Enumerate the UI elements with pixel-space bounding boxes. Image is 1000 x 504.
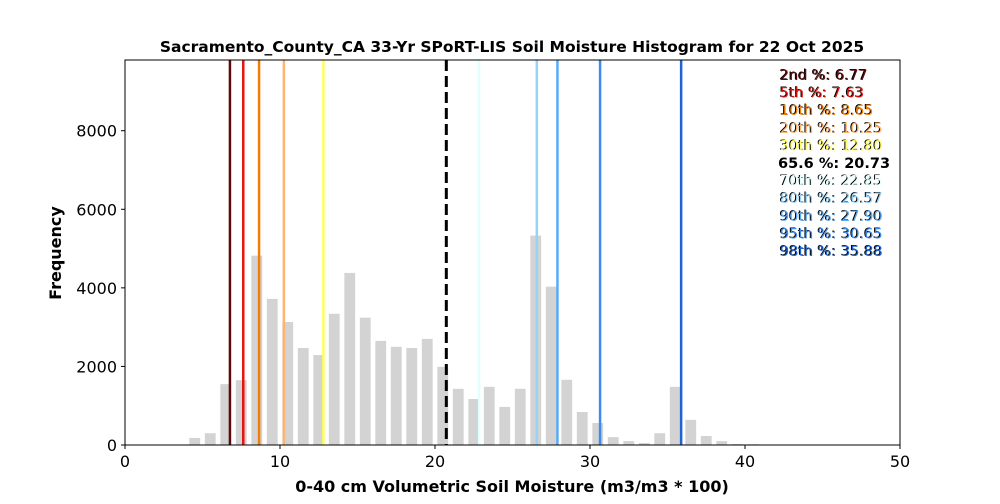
percentile-label: 2nd %: 6.77	[780, 68, 868, 84]
percentile-label: 10th %: 8.65	[780, 103, 874, 119]
histogram-bar	[189, 437, 201, 445]
x-tick-label: 30	[580, 452, 600, 471]
percentile-label: 98th %: 35.88	[780, 244, 883, 260]
histogram-bar	[220, 384, 232, 445]
histogram-bar	[576, 412, 588, 445]
histogram-bar	[561, 379, 573, 445]
percentile-label: 30th %: 12.80	[780, 138, 883, 154]
histogram-bar	[468, 399, 480, 445]
chart-title: Sacramento_County_CA 33-Yr SPoRT-LIS Soi…	[160, 38, 864, 56]
histogram-bar	[282, 322, 294, 445]
histogram-bar	[545, 286, 557, 445]
ticks-group: 0 10 20 30 40 50 0 2000 4000 6000 8000	[76, 122, 910, 471]
percentile-label: 70th %: 22.85	[780, 174, 883, 190]
x-tick-label: 0	[120, 452, 130, 471]
y-tick-label: 6000	[76, 200, 117, 219]
histogram-bar	[607, 437, 619, 445]
y-axis-label: Frequency	[46, 206, 65, 300]
x-axis-label: 0-40 cm Volumetric Soil Moisture (m3/m3 …	[295, 477, 729, 496]
histogram-bar	[452, 388, 464, 445]
histogram-bar	[716, 441, 728, 445]
percentile-label: 95th %: 30.65	[780, 226, 883, 242]
y-tick-label: 4000	[76, 279, 117, 298]
histogram-bar	[235, 380, 247, 445]
y-tick-label: 0	[107, 436, 117, 455]
histogram-bar	[406, 347, 418, 445]
bars-group	[189, 235, 759, 445]
axes-frame	[124, 59, 901, 446]
histogram-bar	[390, 346, 402, 445]
y-tick-label: 2000	[76, 357, 117, 376]
y-tick-label: 8000	[76, 122, 117, 141]
histogram-bar	[592, 423, 604, 445]
x-tick-label: 20	[425, 452, 445, 471]
histogram-bar	[344, 272, 356, 445]
histogram-bar	[359, 317, 371, 445]
histogram-bar	[375, 340, 387, 445]
histogram-bar	[266, 298, 278, 445]
x-tick-label: 10	[270, 452, 290, 471]
histogram-bar	[669, 386, 681, 445]
percentile-label: 20th %: 10.25	[780, 121, 883, 137]
histogram-bar	[313, 355, 325, 445]
x-tick-label: 50	[890, 452, 910, 471]
histogram-bar	[623, 441, 635, 445]
histogram-bar	[685, 419, 697, 445]
histogram-bar	[700, 435, 712, 445]
histogram-bar	[437, 366, 449, 445]
histogram-bar	[514, 388, 526, 445]
histogram-bar	[638, 443, 650, 445]
histogram-bar	[328, 313, 340, 445]
percentile-label: 90th %: 27.90	[780, 209, 883, 225]
percentile-label: 80th %: 26.57	[780, 191, 883, 207]
histogram-bar	[297, 347, 309, 445]
percentile-lines-group	[228, 60, 683, 445]
histogram-bar	[421, 338, 433, 445]
histogram-bar	[483, 386, 495, 445]
histogram-bar	[251, 255, 263, 445]
histogram-bar	[499, 406, 511, 445]
x-tick-label: 40	[735, 452, 755, 471]
histogram-bar	[654, 433, 666, 445]
percentile-label: 5th %: 7.63	[780, 86, 864, 102]
percentile-label: 65.6 %: 20.73	[778, 156, 890, 172]
histogram-bar	[204, 433, 216, 445]
